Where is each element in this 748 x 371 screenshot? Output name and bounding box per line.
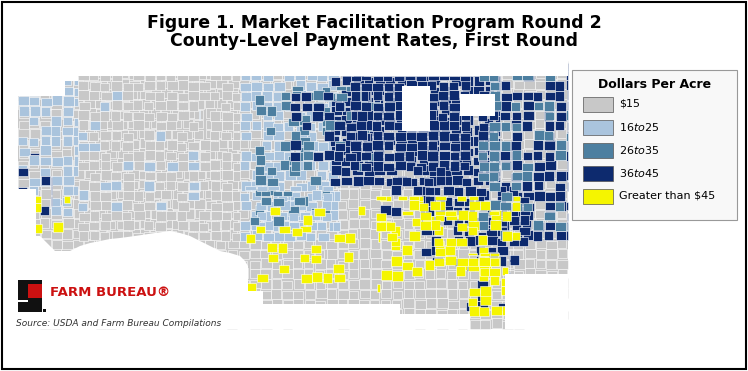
Bar: [505, 274, 568, 329]
Bar: [402, 86, 430, 131]
Bar: [583, 189, 613, 204]
Bar: [18, 61, 78, 81]
Text: $26 to $35: $26 to $35: [619, 144, 660, 156]
Text: Dollars Per Acre: Dollars Per Acre: [598, 78, 711, 91]
Polygon shape: [18, 63, 65, 96]
Bar: [18, 61, 568, 329]
Text: FARM BUREAU®: FARM BUREAU®: [50, 286, 171, 299]
Text: Greater than $45: Greater than $45: [619, 191, 715, 201]
Text: $36 to $45: $36 to $45: [619, 167, 660, 179]
Bar: [583, 120, 613, 135]
Bar: [583, 97, 613, 112]
Bar: [28, 280, 42, 312]
Bar: [18, 291, 263, 329]
Bar: [18, 302, 28, 312]
Bar: [28, 284, 42, 298]
Text: Figure 1. Market Facilitation Program Round 2: Figure 1. Market Facilitation Program Ro…: [147, 14, 601, 32]
Text: Source: USDA and Farm Bureau Compilations: Source: USDA and Farm Bureau Compilation…: [16, 319, 221, 328]
Bar: [460, 94, 495, 116]
Bar: [18, 189, 36, 329]
Text: County-Level Payment Rates, First Round: County-Level Payment Rates, First Round: [170, 32, 578, 50]
Text: $15: $15: [619, 99, 640, 109]
FancyBboxPatch shape: [572, 70, 737, 220]
Text: $16 to $25: $16 to $25: [619, 121, 660, 133]
Bar: [583, 166, 613, 181]
Bar: [43, 309, 46, 312]
Bar: [18, 61, 568, 76]
Bar: [245, 304, 400, 329]
Polygon shape: [18, 231, 248, 329]
Bar: [390, 314, 470, 329]
Bar: [583, 143, 613, 158]
Bar: [18, 280, 28, 300]
Bar: [78, 59, 240, 74]
